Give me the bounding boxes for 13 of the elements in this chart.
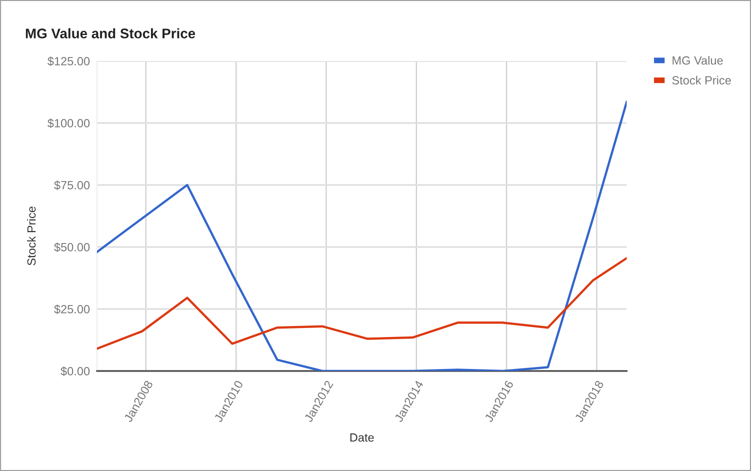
y-tick-label: $100.00 xyxy=(48,118,90,128)
y-tick-label: $125.00 xyxy=(48,56,90,66)
y-tick-label: $0.00 xyxy=(60,366,90,376)
line-series xyxy=(97,257,627,350)
x-axis-title: Date xyxy=(350,433,374,442)
y-tick-label: $25.00 xyxy=(54,304,90,314)
y-tick-label: $75.00 xyxy=(54,180,90,190)
chart-title: MG Value and Stock Price xyxy=(26,28,196,38)
legend-label: MG Value xyxy=(672,56,723,65)
y-tick-label: $50.00 xyxy=(54,242,90,252)
legend-label: Stock Price xyxy=(672,76,731,85)
y-axis-title: Stock Price xyxy=(26,206,36,266)
line-series xyxy=(97,100,627,371)
